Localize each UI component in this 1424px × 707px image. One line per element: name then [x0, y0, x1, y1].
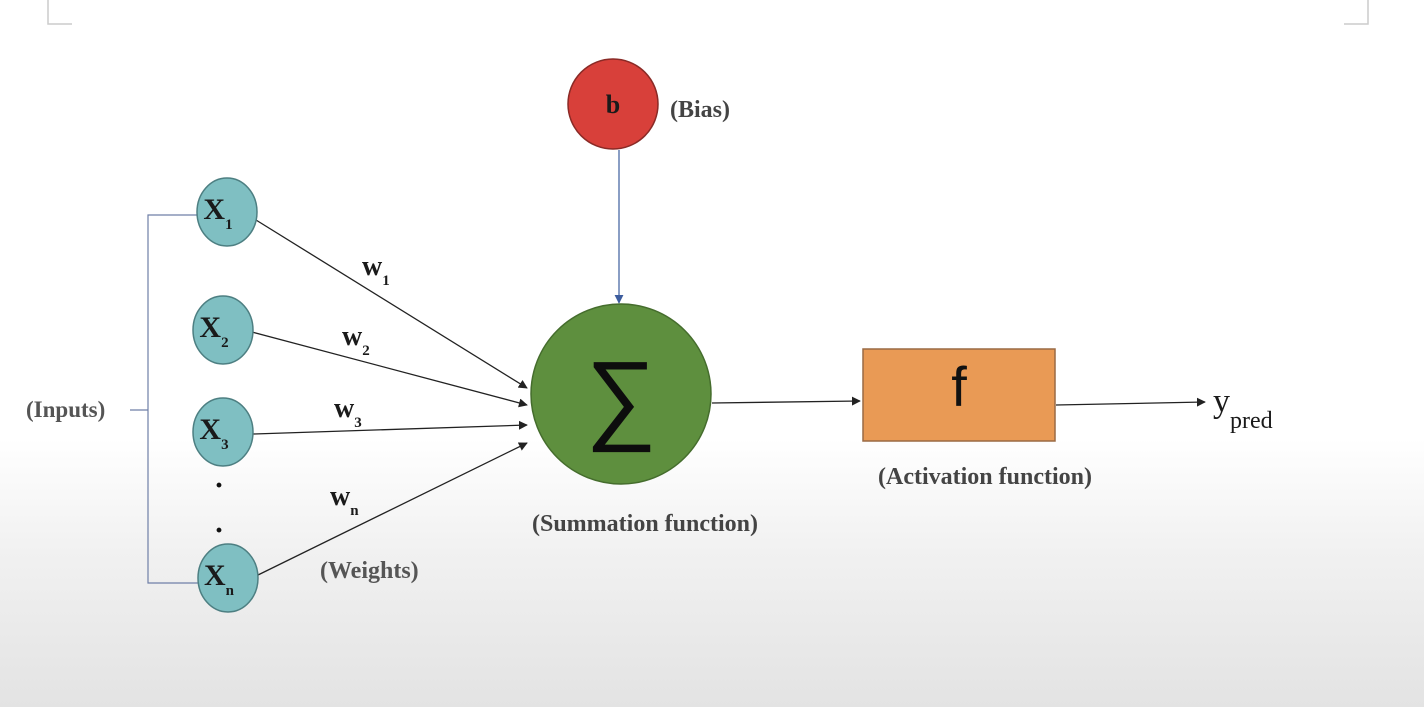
bias-label: (Bias): [670, 97, 730, 123]
page-corner-mark-left: [47, 0, 72, 25]
output-sub: pred: [1230, 408, 1273, 434]
output-label: ypred: [1213, 383, 1273, 434]
input-x1-base: X: [203, 193, 225, 226]
summation-label: (Summation function): [532, 511, 758, 537]
weight-label-w2: w2: [342, 321, 370, 359]
activation-label: (Activation function): [878, 464, 1092, 490]
svg-text:Xn: Xn: [204, 559, 235, 599]
weight-w3-base: w: [334, 393, 355, 424]
page-corner-mark-right: [1344, 0, 1369, 25]
ellipsis-dot-2: ·: [214, 514, 224, 547]
input-node-xn: Xn: [197, 543, 259, 613]
weight-arrow-1: [255, 219, 528, 389]
input-xn-sub: n: [226, 583, 235, 599]
svg-text:X2: X2: [199, 311, 228, 351]
bias-symbol: b: [606, 90, 620, 119]
weight-label-w3: w3: [334, 393, 362, 431]
weight-w1-base: w: [362, 251, 383, 282]
weight-label-w1: w1: [362, 251, 390, 289]
weight-arrow-3: [252, 420, 528, 435]
sum-to-activation-arrow: [711, 396, 861, 406]
weight-label-wn: wn: [330, 481, 359, 519]
activation-box: f: [862, 348, 1056, 442]
input-x3-base: X: [199, 413, 221, 446]
input-node-x3: X3: [192, 397, 254, 467]
weight-w2-base: w: [342, 321, 363, 352]
svg-text:X1: X1: [203, 193, 232, 233]
input-x1-sub: 1: [225, 217, 233, 233]
activation-symbol: f: [951, 355, 967, 418]
input-x3-sub: 3: [221, 437, 229, 453]
summation-symbol: ∑: [585, 341, 656, 453]
weight-wn-base: w: [330, 481, 351, 512]
input-xn-base: X: [204, 559, 226, 592]
weight-w1-sub: 1: [382, 273, 390, 289]
ellipsis-dot-1: ·: [214, 469, 224, 502]
weight-arrow-n: [257, 442, 528, 576]
svg-text:X3: X3: [199, 413, 228, 453]
weight-arrow-2: [251, 331, 528, 408]
weight-w3-sub: 3: [354, 415, 362, 431]
output-base: y: [1213, 383, 1230, 420]
bias-node: b: [567, 58, 659, 150]
inputs-bracket: [130, 214, 198, 584]
input-x2-base: X: [199, 311, 221, 344]
weights-label: (Weights): [320, 558, 419, 584]
input-x2-sub: 2: [221, 335, 229, 351]
input-node-x2: X2: [192, 295, 254, 365]
inputs-label: (Inputs): [26, 397, 105, 422]
summation-node: ∑: [530, 303, 712, 485]
activation-to-output-arrow: [1055, 397, 1206, 407]
weight-w2-sub: 2: [362, 343, 370, 359]
input-node-x1: X1: [196, 177, 258, 247]
weight-wn-sub: n: [350, 503, 359, 519]
